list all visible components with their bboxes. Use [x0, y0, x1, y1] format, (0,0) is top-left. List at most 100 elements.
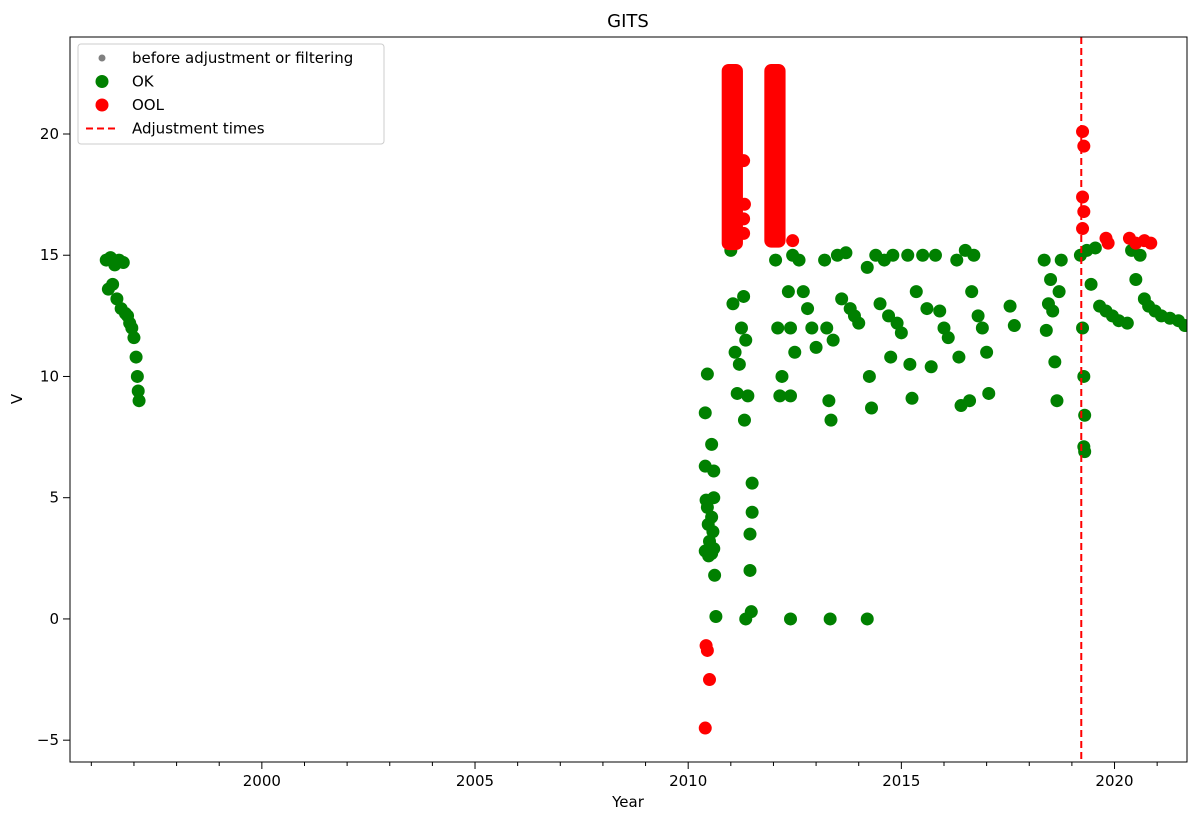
ok-point-49: [745, 476, 759, 490]
chart-title: GITS: [607, 11, 649, 32]
ok-point-115: [1037, 253, 1051, 267]
ok-point-93: [905, 391, 919, 405]
ool-dense-band-0: [721, 63, 743, 251]
ool-point-13: [1076, 222, 1090, 236]
ok-point-47: [745, 505, 759, 519]
axes: 2000 2005 2010 2015 2020 −5 0 5 10 15 20: [37, 36, 1188, 790]
ok-point-99: [933, 304, 947, 318]
ok-point-37: [726, 297, 740, 311]
ok-point-77: [852, 316, 866, 330]
x-tick-label-2015: 2015: [882, 772, 920, 790]
ok-point-131: [1084, 277, 1098, 291]
ok-point-60: [788, 345, 802, 359]
ok-point-70: [824, 413, 838, 427]
ok-point-110: [975, 321, 989, 335]
ok-point-57: [784, 321, 798, 335]
y-axis-label: V: [8, 393, 26, 404]
ool-point-8: [786, 234, 800, 248]
plot-area: [99, 37, 1187, 762]
ok-point-27: [705, 437, 719, 451]
ool-point-6: [737, 212, 751, 226]
ool-dense-band-1: [764, 63, 786, 248]
ok-point-79: [860, 260, 874, 274]
ok-point-71: [826, 333, 840, 347]
legend: before adjustment or filtering OK OOL Adjus…: [77, 43, 385, 145]
ok-point-56: [781, 285, 795, 299]
ok-point-15: [130, 369, 144, 383]
ok-point-17: [132, 394, 146, 408]
ok-point-87: [886, 248, 900, 262]
ok-point-12: [125, 321, 139, 335]
ok-point-13: [127, 331, 141, 345]
ool-point-5: [737, 197, 751, 211]
ok-point-78: [823, 612, 837, 626]
ok-point-55: [775, 369, 789, 383]
ok-point-106: [963, 394, 977, 408]
legend-entry-ok: OK: [95, 73, 155, 91]
ool-point-11: [1076, 190, 1090, 204]
ok-point-85: [882, 309, 896, 323]
ok-point-52: [769, 253, 783, 267]
ok-point-51: [739, 612, 753, 626]
ok-point-121: [1050, 394, 1064, 408]
x-tick-label-2005: 2005: [456, 772, 494, 790]
ok-point-61: [792, 253, 806, 267]
ok-point-68: [820, 321, 834, 335]
ok-point-45: [741, 389, 755, 403]
ok-point-69: [822, 394, 836, 408]
ok-point-83: [873, 297, 887, 311]
ool-point-12: [1077, 205, 1091, 219]
ok-point-34: [709, 610, 723, 624]
ool-point-2: [703, 673, 717, 687]
ok-point-103: [952, 350, 966, 364]
ok-point-140: [1133, 248, 1147, 262]
ok-point-65: [809, 340, 823, 354]
ok-point-113: [1003, 299, 1017, 313]
ok-point-118: [1044, 272, 1058, 286]
ok-point-137: [1120, 316, 1134, 330]
ok-point-114: [1007, 319, 1021, 333]
ool-point-1: [700, 643, 714, 657]
y-tick-label-0: 0: [49, 610, 59, 628]
legend-entry-before: before adjustment or filtering: [98, 49, 353, 67]
ok-point-132: [1088, 241, 1102, 255]
ok-point-98: [928, 248, 942, 262]
ok-point-119: [1046, 304, 1060, 318]
legend-label-adj: Adjustment times: [132, 120, 265, 138]
y-tick-label-5: 5: [49, 489, 59, 507]
ok-point-48: [743, 563, 757, 577]
ok-point-90: [860, 612, 874, 626]
y-tick-label-15: 15: [40, 246, 59, 264]
ok-point-58: [784, 389, 798, 403]
legend-swatch-ok: [95, 75, 109, 88]
ok-point-30: [705, 510, 719, 524]
legend-entry-ool: OOL: [95, 96, 165, 114]
ok-point-35: [705, 546, 719, 560]
ok-point-18: [698, 406, 712, 420]
ok-point-41: [734, 321, 748, 335]
ok-point-109: [971, 309, 985, 323]
ool-point-4: [737, 154, 751, 168]
legend-box: [77, 43, 385, 145]
ok-point-28: [707, 464, 721, 478]
ok-point-125: [1076, 321, 1090, 335]
ok-point-33: [708, 568, 722, 582]
ool-point-10: [1077, 139, 1091, 153]
ok-point-123: [1054, 253, 1068, 267]
ok-point-80: [862, 369, 876, 383]
ok-point-74: [839, 246, 853, 260]
ok-point-127: [1078, 408, 1092, 422]
ok-point-31: [706, 525, 720, 539]
ok-point-42: [737, 289, 751, 303]
plot-marks: [99, 37, 1187, 762]
ool-point-19: [1144, 236, 1158, 250]
ok-point-67: [818, 253, 832, 267]
ok-point-3: [106, 277, 120, 291]
x-tick-label-2020: 2020: [1095, 772, 1133, 790]
ok-point-81: [865, 401, 879, 415]
ok-point-101: [941, 331, 955, 345]
ok-point-95: [916, 248, 930, 262]
ok-point-102: [950, 253, 964, 267]
ok-point-63: [801, 302, 815, 316]
